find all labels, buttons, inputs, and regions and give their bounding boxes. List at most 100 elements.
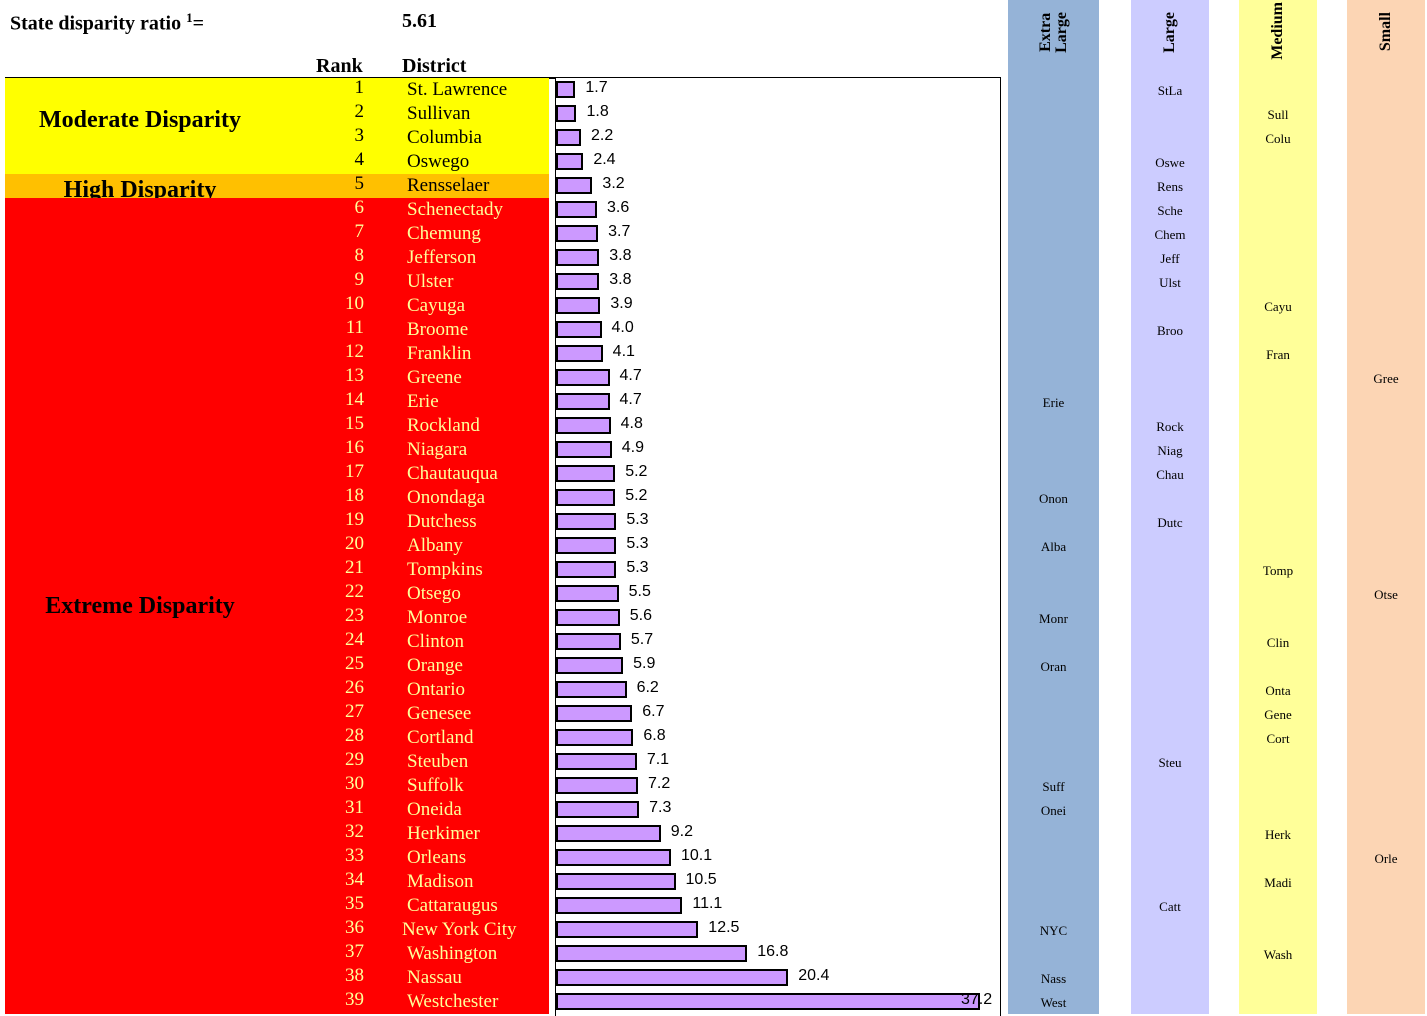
data-label: 1.8 bbox=[586, 103, 609, 120]
data-label: 20.4 bbox=[798, 967, 830, 984]
rank-cell: 32 bbox=[345, 821, 364, 842]
data-bar bbox=[556, 201, 597, 218]
size-abbr-oswe: Oswe bbox=[1155, 155, 1185, 170]
district-cell: Albany bbox=[407, 535, 463, 556]
district-cell: Tompkins bbox=[407, 559, 483, 580]
rank-cell: 9 bbox=[354, 269, 365, 290]
data-bar bbox=[556, 729, 634, 746]
size-abbr-chau: Chau bbox=[1156, 467, 1184, 482]
district-cell: Nassau bbox=[407, 967, 462, 988]
rank-cell: 24 bbox=[345, 629, 364, 650]
data-label: 5.3 bbox=[626, 535, 649, 552]
data-label: 5.2 bbox=[625, 463, 648, 480]
size-abbr-onei: Onei bbox=[1040, 803, 1067, 818]
size-abbr-dutc: Dutc bbox=[1157, 515, 1183, 530]
data-label: 7.1 bbox=[646, 751, 670, 768]
data-label: 5.9 bbox=[633, 655, 656, 672]
rank-cell: 21 bbox=[345, 557, 364, 578]
district-cell: Suffolk bbox=[407, 775, 464, 796]
rank-cell: 1 bbox=[354, 77, 365, 98]
data-bar bbox=[556, 801, 640, 818]
district-cell: Genesee bbox=[407, 703, 472, 724]
size-abbr-broo: Broo bbox=[1157, 323, 1183, 338]
rank-cell: 13 bbox=[345, 365, 364, 386]
district-cell: Dutchess bbox=[407, 511, 477, 532]
rank-cell: 22 bbox=[345, 581, 364, 602]
data-label: 4.0 bbox=[611, 319, 634, 336]
data-bar bbox=[556, 153, 584, 170]
district-cell: Monroe bbox=[407, 607, 468, 628]
data-label: 4.1 bbox=[612, 343, 635, 360]
band-moderate-disparity bbox=[5, 78, 549, 174]
rank-cell: 12 bbox=[345, 341, 364, 362]
district-cell: Sullivan bbox=[407, 103, 471, 124]
district-cell: Jefferson bbox=[407, 247, 477, 268]
data-bar bbox=[556, 753, 637, 770]
data-label: 7.3 bbox=[649, 799, 672, 816]
rank-cell: 23 bbox=[345, 605, 364, 626]
data-bar bbox=[556, 897, 683, 914]
size-abbr-rens: Rens bbox=[1157, 179, 1183, 194]
district-cell: Onondaga bbox=[407, 487, 486, 508]
rank-cell: 35 bbox=[345, 893, 364, 914]
size-abbr-west: West bbox=[1040, 995, 1067, 1010]
district-column-header: District bbox=[402, 55, 467, 77]
footnote-marker: 1 bbox=[186, 10, 193, 25]
data-label: 3.2 bbox=[602, 175, 625, 192]
size-column-header: Large bbox=[1161, 12, 1178, 53]
size-abbr-madi: Madi bbox=[1264, 875, 1292, 890]
rank-cell: 3 bbox=[354, 125, 365, 146]
data-bar bbox=[556, 105, 577, 122]
size-abbr-suff: Suff bbox=[1042, 779, 1065, 794]
data-label: 5.7 bbox=[630, 631, 654, 648]
rank-cell: 16 bbox=[345, 437, 364, 458]
district-cell: Herkimer bbox=[407, 823, 480, 844]
size-column-xl bbox=[1008, 0, 1099, 1014]
data-label: 16.8 bbox=[757, 943, 789, 960]
size-abbr-steu: Steu bbox=[1158, 755, 1182, 770]
district-cell: Chemung bbox=[407, 223, 481, 244]
data-label: 9.2 bbox=[670, 823, 693, 840]
data-label: 4.7 bbox=[619, 367, 642, 384]
data-label: 2.2 bbox=[591, 127, 614, 144]
data-label: 2.4 bbox=[593, 151, 616, 168]
size-abbr-fran: Fran bbox=[1266, 347, 1290, 362]
rank-cell: 26 bbox=[345, 677, 364, 698]
rank-cell: 38 bbox=[345, 965, 364, 986]
data-bar bbox=[556, 825, 661, 842]
district-cell: Ulster bbox=[407, 271, 454, 292]
rank-cell: 25 bbox=[345, 653, 364, 674]
data-label: 12.5 bbox=[708, 919, 740, 936]
data-label: 4.7 bbox=[619, 391, 642, 408]
size-abbr-clin: Clin bbox=[1266, 635, 1290, 650]
size-abbr-sull: Sull bbox=[1267, 107, 1289, 122]
district-cell: St. Lawrence bbox=[407, 79, 508, 100]
district-cell: Otsego bbox=[407, 583, 461, 604]
size-abbr-chem: Chem bbox=[1154, 227, 1186, 242]
data-label: 7.2 bbox=[647, 775, 671, 792]
data-bar bbox=[556, 681, 627, 698]
rank-cell: 17 bbox=[345, 461, 364, 482]
band-high-disparity bbox=[5, 174, 549, 198]
data-bar bbox=[556, 969, 789, 986]
rank-cell: 4 bbox=[354, 149, 365, 170]
size-abbr-herk: Herk bbox=[1265, 827, 1291, 842]
data-label: 1.7 bbox=[585, 79, 608, 96]
rank-cell: 33 bbox=[345, 845, 364, 866]
data-bar bbox=[556, 849, 671, 866]
data-label: 6.2 bbox=[636, 679, 659, 696]
rank-cell: 15 bbox=[345, 413, 364, 434]
size-abbr-monr: Monr bbox=[1039, 611, 1068, 626]
rank-cell: 8 bbox=[354, 245, 365, 266]
data-bar bbox=[556, 345, 603, 362]
data-bar bbox=[556, 225, 599, 242]
rank-cell: 31 bbox=[345, 797, 364, 818]
data-label: 5.6 bbox=[629, 607, 652, 624]
size-abbr-colu: Colu bbox=[1265, 131, 1291, 146]
data-bar bbox=[556, 129, 582, 146]
data-label: 5.2 bbox=[625, 487, 648, 504]
data-bar bbox=[556, 873, 676, 890]
size-abbr-cayu: Cayu bbox=[1264, 299, 1292, 314]
size-abbr-sche: Sche bbox=[1157, 203, 1183, 218]
district-cell: Orange bbox=[407, 655, 463, 676]
